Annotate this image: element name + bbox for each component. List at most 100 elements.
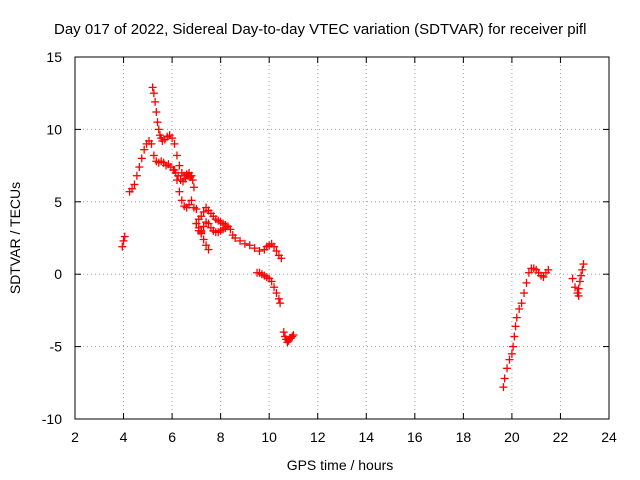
y-tick-label: -10: [42, 411, 62, 427]
data-point: [288, 332, 297, 341]
plot-frame: [74, 56, 610, 420]
data-point: [499, 383, 508, 392]
data-point: [277, 254, 286, 263]
data-point: [276, 299, 285, 308]
x-tick-label: 10: [261, 429, 277, 445]
data-point: [524, 268, 533, 277]
data-point: [204, 219, 213, 228]
data-points: [118, 83, 588, 392]
data-point: [148, 83, 157, 92]
data-point: [515, 304, 524, 313]
data-point: [240, 239, 249, 248]
data-point: [189, 183, 198, 192]
y-tick-label: 10: [46, 121, 62, 137]
data-point: [204, 245, 213, 254]
data-point: [574, 291, 583, 300]
x-tick-label: 8: [217, 429, 225, 445]
data-point: [267, 277, 276, 286]
y-tick-label: 0: [54, 266, 62, 282]
data-point: [520, 289, 529, 298]
x-axis-label: GPS time / hours: [287, 457, 394, 473]
grid-layer: [75, 57, 609, 419]
data-point: [137, 154, 146, 163]
x-tick-label: 16: [407, 429, 423, 445]
data-point: [283, 338, 292, 347]
data-point: [510, 332, 519, 341]
data-point: [149, 89, 158, 98]
data-point: [187, 196, 196, 205]
data-point: [272, 289, 281, 298]
data-point: [147, 139, 156, 148]
data-point: [272, 247, 281, 256]
data-point: [245, 241, 254, 250]
data-point: [199, 207, 208, 216]
data-point: [175, 161, 184, 170]
data-point: [579, 260, 588, 269]
data-point: [274, 294, 283, 303]
data-point: [118, 242, 127, 251]
data-point: [152, 108, 161, 117]
data-point: [577, 271, 586, 280]
y-tick-label: 15: [46, 49, 62, 65]
data-point: [255, 247, 264, 256]
data-point: [170, 139, 179, 148]
data-point: [140, 145, 149, 154]
y-axis-label: SDTVAR / TECUs: [7, 182, 23, 294]
x-tick-label: 6: [168, 429, 176, 445]
data-point: [279, 328, 288, 337]
data-point: [544, 265, 553, 274]
data-point: [503, 364, 512, 373]
data-point: [172, 151, 181, 160]
data-point: [130, 180, 139, 189]
data-point: [202, 241, 211, 250]
data-point: [231, 234, 240, 242]
data-point: [236, 236, 245, 245]
data-point: [574, 284, 583, 293]
data-point: [500, 374, 509, 383]
data-point: [512, 313, 521, 322]
data-point: [270, 283, 279, 292]
data-point: [578, 265, 587, 274]
data-point: [189, 203, 198, 212]
data-point: [149, 151, 158, 160]
data-point: [289, 331, 298, 340]
chart-title: Day 017 of 2022, Sidereal Day-to-day VTE…: [54, 21, 586, 38]
y-tick-label: -5: [50, 339, 63, 355]
data-point: [128, 184, 137, 193]
data-point: [199, 222, 208, 231]
x-tick-label: 22: [553, 429, 569, 445]
data-point: [571, 283, 580, 292]
data-point: [539, 273, 548, 282]
x-tick-label: 14: [358, 429, 374, 445]
data-point: [226, 225, 235, 234]
data-point: [187, 171, 196, 180]
data-point: [575, 277, 584, 286]
data-point: [221, 223, 230, 232]
data-point: [135, 163, 144, 172]
data-point: [509, 342, 518, 351]
data-point: [175, 187, 184, 196]
data-point: [511, 322, 520, 331]
x-tick-label: 2: [71, 429, 79, 445]
data-point: [197, 226, 206, 235]
data-point: [250, 244, 259, 253]
data-point: [170, 165, 179, 174]
data-point: [188, 176, 197, 185]
data-point: [151, 97, 160, 106]
data-point: [185, 200, 194, 209]
data-point: [119, 236, 128, 245]
data-point: [154, 125, 163, 134]
data-point: [132, 171, 141, 180]
data-point: [177, 196, 186, 205]
x-tick-label: 12: [310, 429, 326, 445]
data-point: [168, 134, 177, 143]
data-point: [197, 212, 206, 221]
data-point: [153, 118, 162, 127]
data-point: [522, 278, 531, 287]
data-point: [270, 242, 279, 251]
x-tick-label: 18: [456, 429, 472, 445]
x-tick-label: 4: [120, 429, 128, 445]
x-tick-label: 24: [601, 429, 617, 445]
data-point: [120, 232, 129, 241]
